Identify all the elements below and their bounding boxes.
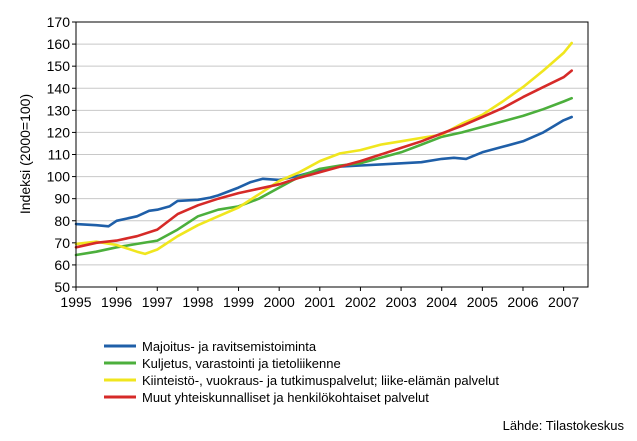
x-tick-label: 2001 [304,294,335,310]
x-tick-label: 2003 [386,294,417,310]
x-tick-label: 1999 [223,294,254,310]
legend-label-3: Kiinteistö-, vuokraus- ja tutkimuspalvel… [142,373,499,388]
x-tick-label: 2005 [467,294,498,310]
x-tick-label: 1996 [101,294,132,310]
legend-label-2: Kuljetus, varastointi ja tietoliikenne [142,356,341,371]
y-tick-label: 70 [54,235,70,251]
y-tick-label: 160 [47,36,71,52]
y-tick-label: 150 [47,58,71,74]
series-line-2 [74,96,574,257]
legend: Majoitus- ja ravitsemistoiminta Kuljetus,… [104,339,499,405]
y-tick-label: 80 [54,213,70,229]
y-tick-label: 130 [47,102,71,118]
source-note: Lähde: Tilastokeskus [503,418,625,433]
y-tick-label: 110 [48,147,71,163]
legend-label-4: Muut yhteiskunnalliset ja henkilökohtais… [142,390,429,405]
x-tick-label: 2000 [264,294,295,310]
gridlines [76,43,588,266]
series-line-3 [74,41,574,256]
x-tick-label: 2004 [426,294,457,310]
x-axis: 1995 1996 1997 1998 1999 2000 2001 2002 2003 2004… [60,287,579,310]
x-tick-label: 1995 [60,294,91,310]
y-axis: 50 60 70 80 90 100 110 120 130 140 150 160 170 [47,14,76,295]
y-tick-label: 50 [54,279,70,295]
legend-label-1: Majoitus- ja ravitsemistoiminta [142,339,317,354]
x-tick-label: 1998 [182,294,213,310]
y-tick-label: 100 [47,169,71,185]
y-tick-label: 90 [54,191,70,207]
x-tick-label: 2002 [345,294,376,310]
y-tick-label: 120 [47,124,71,140]
series-lines [74,41,574,257]
plot-frame [75,21,589,288]
x-tick-label: 2007 [548,294,579,310]
y-tick-label: 170 [47,14,71,30]
y-tick-label: 60 [54,257,70,273]
y-axis-title: Indeksi (2000=100) [17,94,33,214]
x-tick-label: 2006 [507,294,538,310]
y-tick-label: 140 [47,80,71,96]
series-line-4 [74,69,574,249]
x-tick-label: 1997 [142,294,173,310]
